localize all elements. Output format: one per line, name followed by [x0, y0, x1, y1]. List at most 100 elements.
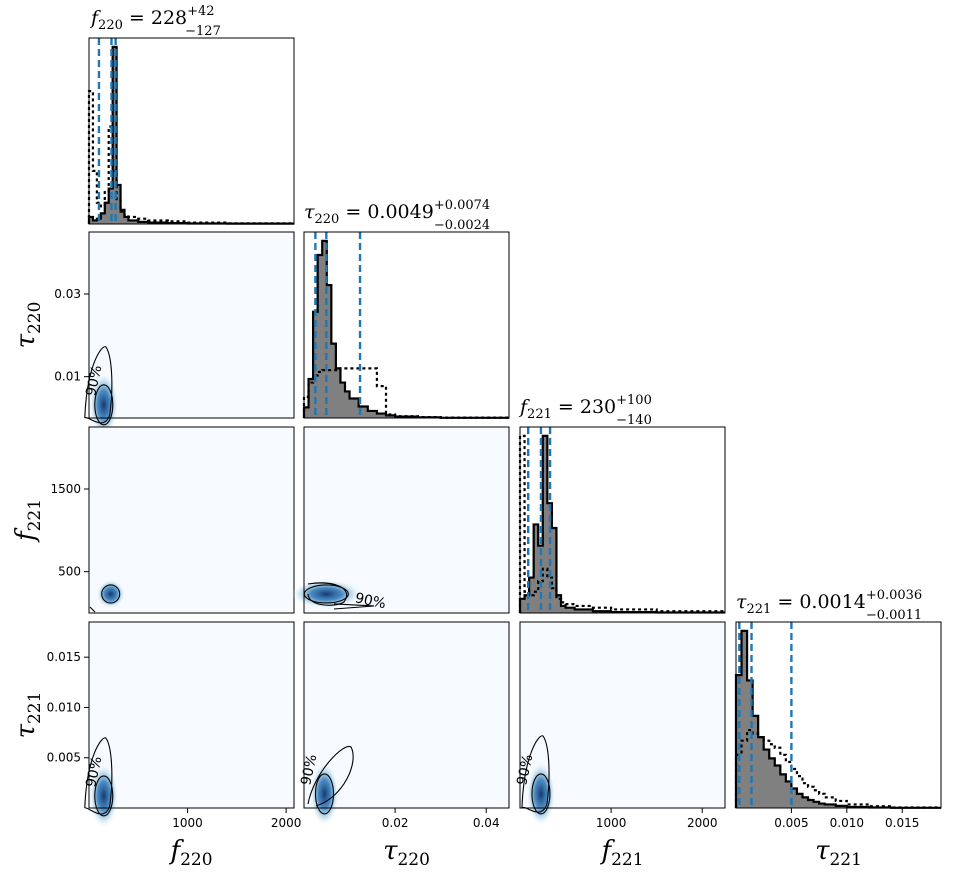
title-median: 0.0049: [367, 201, 433, 223]
axis-symbol: τ: [11, 723, 41, 738]
title-symbol: f: [518, 396, 530, 418]
panel-frame: [88, 621, 295, 809]
title-sub: 220: [98, 18, 123, 33]
x-tick-label: 0.04: [473, 816, 500, 830]
contour-edge: [89, 606, 96, 613]
posterior-hist-fill: [89, 46, 294, 224]
x-tick-label: 1000: [172, 816, 203, 830]
contour-outer: [307, 582, 348, 606]
contour-inner: [314, 773, 335, 815]
y-axis-label: τ220: [11, 302, 45, 349]
axis-sub: 221: [25, 692, 45, 724]
axis-symbol: τ: [11, 333, 41, 348]
y-tick-label: 0.005: [47, 751, 81, 765]
y-tick-label: 0.03: [54, 287, 81, 301]
density-blob: [96, 579, 126, 609]
x-tick-label: 0.005: [774, 816, 808, 830]
title-sub: 220: [315, 212, 340, 227]
panel-frame: [303, 621, 510, 809]
title-plus: +42: [187, 4, 214, 19]
axis-sub: 220: [25, 302, 45, 334]
prior-hist-line: [518, 434, 725, 613]
panel-frame: [88, 426, 295, 614]
title-median: 0.0014: [799, 591, 865, 613]
density-blob: [291, 579, 362, 609]
axis-sub: 220: [397, 850, 429, 870]
axis-symbol: τ: [815, 836, 830, 866]
x-axis-label: τ221: [815, 836, 862, 870]
title-plus: +0.0036: [866, 588, 922, 603]
panel-frame: [519, 621, 726, 809]
density-blob: [89, 372, 119, 437]
axis-sub: 220: [180, 850, 212, 870]
title-symbol: τ: [304, 201, 315, 223]
title-minus: −140: [616, 413, 652, 428]
panel-frame: [519, 426, 726, 614]
contour-group: 90%: [291, 579, 387, 612]
title-sub: 221: [527, 407, 552, 422]
x-axis-label: τ220: [383, 836, 430, 870]
y-tick-label: 0.015: [47, 650, 81, 664]
panel-title: τ220 = 0.0049+0.0074: [304, 198, 490, 227]
title-plus: +100: [616, 393, 652, 408]
panel-title: f221 = 230+100: [518, 393, 652, 422]
density-panel-bg: [520, 622, 725, 808]
title-minus: −0.0024: [434, 218, 490, 233]
prior-hist-line: [87, 90, 294, 225]
x-tick-label: 0.02: [382, 816, 409, 830]
title-eq: =: [339, 201, 367, 223]
title-minus: −0.0011: [866, 608, 922, 623]
x-axis-label: f221: [599, 836, 643, 870]
contour-outer: [84, 737, 113, 815]
title-median: 228: [151, 7, 187, 29]
x-tick-label: 1000: [596, 816, 627, 830]
x-axis-label: f220: [168, 836, 212, 870]
contour-inner: [531, 773, 551, 815]
posterior-hist-fill: [304, 240, 509, 418]
axis-sub: 221: [611, 850, 643, 870]
x-tick-label: 2000: [687, 816, 718, 830]
panel-frame: [88, 231, 295, 419]
prior-hist-line: [302, 367, 509, 419]
panel-frame: [735, 621, 942, 809]
density-panel-bg: [89, 232, 294, 418]
x-tick-label: 2000: [271, 816, 302, 830]
y-axis-label: f221: [11, 499, 45, 543]
posterior-hist-line: [518, 434, 725, 614]
contour-group: [89, 579, 126, 613]
density-blob: [89, 763, 119, 828]
density-blob: [526, 761, 556, 826]
title-eq: =: [771, 591, 799, 613]
posterior-hist-fill: [736, 630, 941, 808]
contour-outer: [307, 745, 354, 807]
x-tick-label: 0.010: [830, 816, 864, 830]
title-eq: =: [123, 7, 151, 29]
axis-sub: 221: [829, 850, 861, 870]
panel-title: τ221 = 0.0014+0.0036: [736, 588, 922, 617]
posterior-hist-line: [87, 45, 294, 225]
contour-inner: [94, 384, 114, 426]
axis-symbol: τ: [383, 836, 398, 866]
density-panel-bg: [89, 622, 294, 808]
density-panel-bg: [304, 622, 509, 808]
panel-frame: [88, 37, 295, 225]
title-symbol: f: [89, 7, 101, 29]
title-symbol: τ: [736, 591, 747, 613]
panel-title: f220 = 228+42: [89, 4, 215, 33]
contour-inner: [94, 775, 114, 817]
contour-tail: [333, 603, 375, 610]
axis-sub: 221: [25, 499, 45, 531]
contour-label: 90%: [353, 590, 387, 612]
title-plus: +0.0074: [434, 198, 490, 213]
x-tick-label: 0.015: [885, 816, 919, 830]
contour-outer: [84, 346, 113, 424]
title-minus: −127: [185, 24, 221, 39]
contour-outer: [521, 735, 550, 813]
title-median: 230: [580, 396, 616, 418]
panel-frame: [303, 231, 510, 419]
title-eq: =: [552, 396, 580, 418]
y-tick-label: 500: [58, 565, 81, 579]
contour-inner: [101, 584, 121, 604]
title-sub: 221: [747, 602, 772, 617]
